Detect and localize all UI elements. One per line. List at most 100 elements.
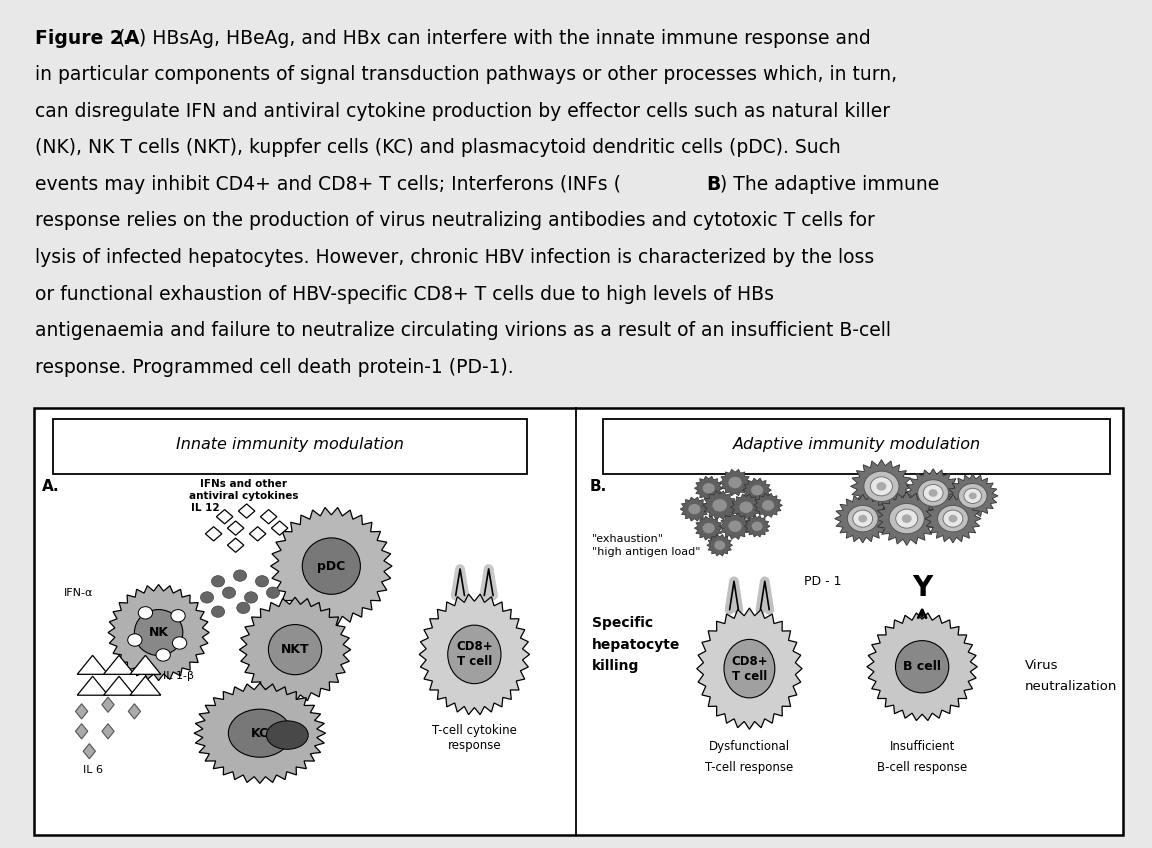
Text: events may inhibit CD4+ and CD8+ T cells; Interferons (INFs (: events may inhibit CD4+ and CD8+ T cells… — [35, 175, 621, 194]
Circle shape — [212, 576, 225, 587]
Circle shape — [728, 477, 742, 488]
Text: IL 12: IL 12 — [190, 504, 219, 513]
Polygon shape — [227, 538, 244, 552]
Circle shape — [852, 510, 872, 527]
Polygon shape — [743, 478, 772, 502]
Circle shape — [938, 505, 969, 532]
Polygon shape — [695, 477, 723, 500]
Polygon shape — [680, 497, 708, 522]
Polygon shape — [104, 676, 135, 695]
Text: T-cell response: T-cell response — [705, 761, 794, 773]
Circle shape — [212, 606, 225, 617]
Text: Y: Y — [912, 574, 932, 602]
Ellipse shape — [268, 625, 321, 675]
Text: can disregulate IFN and antiviral cytokine production by effector cells such as : can disregulate IFN and antiviral cytoki… — [35, 102, 889, 120]
Polygon shape — [695, 516, 723, 540]
Circle shape — [128, 633, 142, 646]
Circle shape — [689, 504, 700, 515]
Text: ) The adaptive immune: ) The adaptive immune — [720, 175, 939, 194]
Text: T-cell cytokine
response: T-cell cytokine response — [432, 723, 517, 751]
Circle shape — [896, 509, 918, 528]
Text: B: B — [706, 175, 721, 194]
Circle shape — [728, 521, 742, 532]
Polygon shape — [249, 527, 266, 541]
Polygon shape — [130, 656, 161, 674]
Text: Dysfunctional: Dysfunctional — [708, 739, 790, 753]
Text: NKT: NKT — [281, 643, 310, 656]
Text: IL 6: IL 6 — [83, 766, 103, 775]
Polygon shape — [83, 744, 96, 759]
Text: KC: KC — [251, 727, 268, 739]
Text: "exhaustion": "exhaustion" — [592, 534, 664, 544]
Polygon shape — [867, 613, 977, 721]
Text: IFN-α: IFN-α — [65, 588, 93, 598]
Ellipse shape — [135, 610, 183, 656]
Circle shape — [244, 592, 258, 603]
Circle shape — [200, 592, 213, 603]
Text: IFNs and other: IFNs and other — [199, 479, 287, 488]
Polygon shape — [217, 510, 233, 524]
Polygon shape — [75, 704, 88, 719]
Circle shape — [889, 504, 924, 534]
Polygon shape — [238, 504, 255, 518]
Circle shape — [958, 483, 987, 508]
Polygon shape — [104, 656, 135, 674]
Polygon shape — [703, 491, 737, 520]
Circle shape — [256, 576, 268, 587]
Polygon shape — [753, 494, 782, 517]
Circle shape — [138, 606, 152, 619]
Circle shape — [877, 482, 886, 491]
Circle shape — [902, 515, 911, 523]
Polygon shape — [130, 676, 161, 695]
Text: B cell: B cell — [903, 661, 941, 673]
FancyBboxPatch shape — [35, 408, 1123, 834]
Polygon shape — [719, 513, 751, 539]
Text: CD8+
T cell: CD8+ T cell — [732, 655, 767, 683]
Polygon shape — [227, 521, 244, 535]
Circle shape — [763, 500, 774, 510]
Circle shape — [266, 587, 280, 599]
Polygon shape — [260, 510, 276, 524]
Circle shape — [156, 649, 170, 661]
Text: B-cell response: B-cell response — [877, 761, 968, 773]
Text: or functional exhaustion of HBV-specific CD8+ T cells due to high levels of HBs: or functional exhaustion of HBV-specific… — [35, 285, 773, 304]
Text: A.: A. — [41, 479, 60, 494]
Text: B.: B. — [590, 479, 607, 494]
Text: Figure 2.: Figure 2. — [35, 29, 129, 47]
Text: IL 1-β: IL 1-β — [164, 672, 194, 681]
Circle shape — [236, 602, 250, 614]
Circle shape — [943, 510, 963, 527]
Text: Specific: Specific — [592, 616, 653, 630]
Circle shape — [929, 489, 938, 497]
Polygon shape — [719, 469, 751, 496]
Polygon shape — [77, 656, 108, 674]
Text: (: ( — [118, 29, 126, 47]
Circle shape — [864, 471, 899, 501]
Text: Insufficient: Insufficient — [889, 739, 955, 753]
Polygon shape — [947, 474, 998, 518]
Text: neutralization: neutralization — [1024, 680, 1116, 693]
Circle shape — [964, 488, 982, 504]
Text: hepatocyte: hepatocyte — [592, 639, 681, 652]
Text: CD8+
T cell: CD8+ T cell — [456, 640, 493, 668]
Circle shape — [871, 477, 893, 496]
Circle shape — [918, 480, 948, 506]
Circle shape — [173, 637, 187, 650]
Polygon shape — [101, 697, 114, 712]
Polygon shape — [850, 460, 912, 513]
Circle shape — [969, 493, 977, 499]
Circle shape — [703, 523, 714, 533]
Polygon shape — [730, 494, 761, 521]
Circle shape — [222, 587, 236, 599]
Text: antiviral cytokines: antiviral cytokines — [189, 491, 298, 501]
Text: lysis of infected hepatocytes. However, chronic HBV infection is characterized b: lysis of infected hepatocytes. However, … — [35, 248, 874, 267]
Ellipse shape — [302, 538, 361, 594]
Circle shape — [234, 570, 247, 581]
Circle shape — [923, 484, 943, 501]
Polygon shape — [271, 507, 392, 625]
Polygon shape — [205, 527, 222, 541]
Text: response relies on the production of virus neutralizing antibodies and cytotoxic: response relies on the production of vir… — [35, 211, 874, 231]
Text: pDC: pDC — [317, 560, 346, 572]
Text: response. Programmed cell death protein-1 (PD-1).: response. Programmed cell death protein-… — [35, 358, 513, 377]
Circle shape — [948, 515, 957, 522]
